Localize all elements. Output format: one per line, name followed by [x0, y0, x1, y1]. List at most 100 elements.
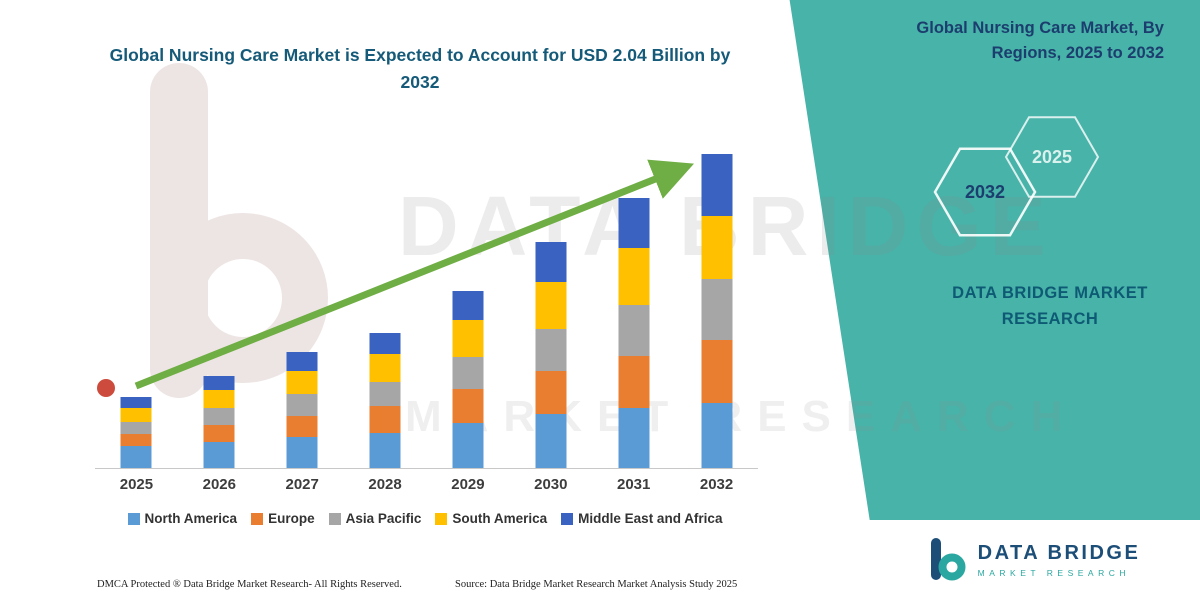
- brand-text: DATA BRIDGE MARKET RESEARCH: [952, 284, 1148, 329]
- bar-segment: [369, 432, 401, 468]
- bar-segment: [452, 389, 484, 424]
- legend-swatch: [328, 512, 341, 525]
- x-axis-label: 2026: [202, 476, 236, 493]
- bar-segment: [203, 424, 235, 442]
- bar-column: [675, 128, 758, 468]
- x-axis-label: 2031: [617, 476, 651, 493]
- bar-segment: [203, 408, 235, 425]
- bar-segment: [535, 414, 567, 468]
- bar-segment: [535, 281, 567, 330]
- legend-item: Asia Pacific: [328, 511, 422, 526]
- legend-label: South America: [452, 511, 548, 526]
- legend-swatch: [127, 512, 140, 525]
- bar-segment: [203, 389, 235, 409]
- hexagon-front: [933, 147, 1037, 237]
- stacked-bar-2029: [452, 290, 484, 468]
- legend-label: Asia Pacific: [345, 511, 422, 526]
- bar-column: [261, 128, 344, 468]
- x-axis-label: 2029: [451, 476, 485, 493]
- bar-segment: [618, 247, 650, 305]
- bar-segment: [120, 421, 152, 435]
- bar-segment: [120, 397, 152, 408]
- bar-segment: [369, 354, 401, 382]
- hexagon-back: [1004, 116, 1100, 198]
- bar-segment: [535, 371, 567, 415]
- bar-segment: [618, 198, 650, 248]
- bar-segment: [452, 320, 484, 358]
- bar-segment: [203, 375, 235, 390]
- x-axis-labels: 2025 2026 2027 2028 2029 2030 2031 2032: [95, 476, 758, 493]
- legend: North America Europe Asia Pacific South Ame…: [80, 511, 770, 526]
- bar-column: [592, 128, 675, 468]
- chart-title: Global Nursing Care Market is Expected t…: [109, 45, 731, 93]
- bar-segment: [701, 153, 733, 216]
- bar-segment: [369, 381, 401, 407]
- bar-column: [178, 128, 261, 468]
- bar-segment: [286, 370, 318, 395]
- bar-segment: [286, 394, 318, 416]
- bar-column: [509, 128, 592, 468]
- bar-segment: [701, 215, 733, 279]
- bar-segment: [618, 407, 650, 468]
- bar-segment: [369, 332, 401, 355]
- legend-label: North America: [144, 511, 238, 526]
- hexagon-year-front: 2032: [965, 182, 1005, 202]
- stacked-bar-2032: [701, 153, 733, 468]
- bar-segment: [120, 434, 152, 447]
- year-hexagons: 2025 2032: [933, 116, 1100, 237]
- legend-swatch: [251, 512, 264, 525]
- bar-segment: [701, 278, 733, 341]
- logo-red-dot: [97, 379, 115, 397]
- bar-segment: [535, 329, 567, 372]
- legend-item: Europe: [251, 511, 315, 526]
- stacked-bar-2028: [369, 332, 401, 468]
- stacked-bar-2025: [120, 397, 152, 468]
- bar-column: [95, 128, 178, 468]
- corner-logo: DATA BRIDGE MARKET RESEARCH: [868, 520, 1200, 600]
- bar-segment: [701, 403, 733, 468]
- bar-segment: [618, 355, 650, 408]
- bar-segment: [618, 304, 650, 356]
- legend-swatch: [435, 512, 448, 525]
- legend-item: South America: [435, 511, 547, 526]
- bar-segment: [452, 357, 484, 390]
- legend-item: Middle East and Africa: [561, 511, 722, 526]
- logo-name: DATA BRIDGE: [977, 542, 1141, 564]
- right-panel-title: Global Nursing Care Market, By Regions, …: [916, 19, 1164, 62]
- bar-segment: [286, 415, 318, 438]
- legend-swatch: [561, 512, 574, 525]
- bar-column: [344, 128, 427, 468]
- x-axis-label: 2025: [119, 476, 154, 493]
- source-note: Source: Data Bridge Market Research Mark…: [455, 579, 738, 590]
- bar-segment: [286, 437, 318, 468]
- bar-segment: [203, 441, 235, 468]
- plot-area: [95, 128, 758, 469]
- corner-logo-text: DATA BRIDGE MARKET RESEARCH: [978, 542, 1141, 578]
- legend-label: Middle East and Africa: [578, 511, 723, 526]
- x-axis-label: 2030: [534, 476, 568, 493]
- hexagon-year-back: 2025: [1032, 147, 1072, 167]
- bar-segment: [120, 446, 152, 468]
- bar-segment: [701, 340, 733, 404]
- bar-segment: [369, 406, 401, 433]
- bar-column: [427, 128, 510, 468]
- bar-segment: [535, 241, 567, 282]
- logo-subtitle: MARKET RESEARCH: [977, 568, 1131, 578]
- stacked-bar-2030: [535, 241, 567, 468]
- legend-item: North America: [127, 511, 238, 526]
- stacked-bar-2026: [203, 375, 235, 468]
- bar-segment: [286, 352, 318, 371]
- bar-segment: [452, 423, 484, 468]
- x-axis-label: 2032: [699, 476, 734, 493]
- data-bridge-logo-icon: [930, 538, 966, 581]
- stacked-bar-2031: [618, 198, 650, 468]
- stacked-bar-2027: [286, 352, 318, 468]
- x-axis-label: 2028: [368, 476, 402, 493]
- footer: DMCA Protected ® Data Bridge Market Rese…: [0, 576, 790, 590]
- bar-segment: [120, 407, 152, 422]
- x-axis-label: 2027: [285, 476, 319, 493]
- dmca-notice: DMCA Protected ® Data Bridge Market Rese…: [97, 579, 402, 590]
- legend-label: Europe: [268, 511, 315, 526]
- watermark-text-line2: MARKET RESEARCH: [405, 392, 1078, 441]
